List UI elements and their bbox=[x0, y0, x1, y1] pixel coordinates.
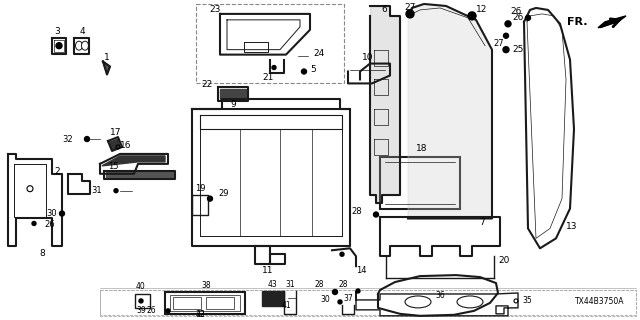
Circle shape bbox=[139, 299, 143, 303]
Circle shape bbox=[503, 47, 509, 52]
Text: 28: 28 bbox=[339, 280, 348, 289]
Text: 18: 18 bbox=[416, 144, 428, 154]
Ellipse shape bbox=[76, 41, 83, 50]
Text: FR.: FR. bbox=[568, 17, 588, 27]
Text: 23: 23 bbox=[209, 5, 220, 14]
Circle shape bbox=[301, 69, 307, 74]
Circle shape bbox=[333, 290, 337, 294]
Text: 41: 41 bbox=[282, 301, 292, 310]
Circle shape bbox=[32, 221, 36, 226]
Text: 26: 26 bbox=[511, 7, 522, 16]
Text: 26: 26 bbox=[512, 13, 524, 22]
Text: 9: 9 bbox=[230, 100, 236, 109]
Text: 14: 14 bbox=[356, 266, 367, 275]
Text: 8: 8 bbox=[39, 249, 45, 258]
Text: 22: 22 bbox=[202, 80, 213, 89]
Text: 42: 42 bbox=[195, 310, 205, 319]
Text: 28: 28 bbox=[351, 207, 362, 216]
Text: 37: 37 bbox=[343, 294, 353, 303]
Circle shape bbox=[356, 289, 360, 293]
Circle shape bbox=[207, 196, 212, 201]
Circle shape bbox=[525, 15, 531, 20]
Polygon shape bbox=[408, 4, 492, 219]
Text: 43: 43 bbox=[267, 280, 277, 289]
Text: 30: 30 bbox=[320, 295, 330, 304]
Text: 40: 40 bbox=[136, 282, 146, 291]
Text: 38: 38 bbox=[201, 281, 211, 290]
Text: 36: 36 bbox=[435, 292, 445, 300]
Circle shape bbox=[272, 66, 276, 69]
Text: 26: 26 bbox=[44, 220, 54, 229]
Text: 4: 4 bbox=[79, 27, 85, 36]
Text: 10: 10 bbox=[362, 53, 374, 62]
Ellipse shape bbox=[457, 296, 483, 308]
Bar bbox=[165, 292, 245, 314]
Circle shape bbox=[340, 252, 344, 256]
Circle shape bbox=[505, 21, 511, 27]
Ellipse shape bbox=[81, 41, 88, 50]
Text: 20: 20 bbox=[498, 256, 509, 265]
Text: 32: 32 bbox=[62, 134, 73, 144]
Text: 15: 15 bbox=[108, 162, 118, 171]
Text: 17: 17 bbox=[110, 128, 122, 137]
Bar bbox=[380, 157, 460, 209]
Circle shape bbox=[84, 137, 90, 141]
Bar bbox=[100, 290, 636, 316]
Circle shape bbox=[114, 189, 118, 193]
Text: 27: 27 bbox=[404, 4, 416, 12]
Circle shape bbox=[338, 300, 342, 304]
Text: 19: 19 bbox=[195, 184, 205, 193]
Text: 7: 7 bbox=[479, 218, 485, 227]
Text: 30: 30 bbox=[47, 209, 58, 218]
Bar bbox=[170, 295, 240, 311]
Text: TX44B3750A: TX44B3750A bbox=[575, 297, 625, 306]
Text: 21: 21 bbox=[262, 73, 274, 82]
Polygon shape bbox=[598, 16, 626, 28]
Text: 6: 6 bbox=[381, 5, 387, 14]
Text: 13: 13 bbox=[566, 222, 577, 231]
Text: 25: 25 bbox=[512, 45, 524, 54]
Text: 31: 31 bbox=[285, 280, 295, 289]
Text: 11: 11 bbox=[262, 266, 274, 275]
Polygon shape bbox=[220, 89, 246, 99]
Circle shape bbox=[166, 309, 170, 313]
Text: 29: 29 bbox=[218, 189, 228, 198]
Circle shape bbox=[374, 212, 378, 217]
Circle shape bbox=[468, 12, 476, 20]
Text: 39: 39 bbox=[136, 306, 146, 315]
Bar bbox=[206, 297, 234, 309]
Text: 12: 12 bbox=[476, 5, 488, 14]
Polygon shape bbox=[103, 61, 110, 75]
Text: 5: 5 bbox=[310, 65, 316, 74]
Polygon shape bbox=[102, 156, 165, 166]
Text: 35: 35 bbox=[522, 296, 532, 305]
Bar bbox=[173, 297, 201, 309]
Text: 26: 26 bbox=[147, 306, 156, 315]
Text: 16: 16 bbox=[120, 141, 132, 150]
Bar bbox=[100, 290, 636, 315]
Text: 24: 24 bbox=[313, 49, 324, 58]
Circle shape bbox=[406, 10, 414, 18]
Text: 31: 31 bbox=[92, 186, 102, 195]
Text: 28: 28 bbox=[314, 280, 324, 289]
Polygon shape bbox=[370, 6, 400, 203]
Ellipse shape bbox=[405, 296, 431, 308]
Polygon shape bbox=[110, 139, 120, 150]
Bar bbox=[135, 294, 150, 308]
Text: 27: 27 bbox=[493, 39, 504, 48]
Bar bbox=[196, 4, 344, 84]
Text: 1: 1 bbox=[104, 53, 110, 62]
Polygon shape bbox=[106, 172, 173, 178]
Circle shape bbox=[60, 211, 65, 216]
Text: 3: 3 bbox=[54, 27, 60, 36]
Polygon shape bbox=[262, 291, 284, 306]
Text: 33: 33 bbox=[195, 310, 205, 319]
Text: 2: 2 bbox=[54, 167, 60, 176]
Circle shape bbox=[56, 43, 62, 49]
Circle shape bbox=[504, 33, 509, 38]
